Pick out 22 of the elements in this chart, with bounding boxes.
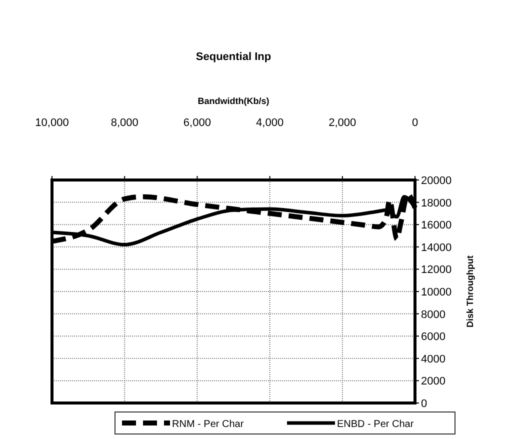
y-tick-label: 20000 <box>421 175 452 187</box>
y-tick-label: 6000 <box>421 331 446 344</box>
y-tick-label: 16000 <box>421 220 452 232</box>
y-tick-label: 2000 <box>421 376 446 388</box>
y-tick-label: 18000 <box>421 197 452 210</box>
x-tick-label: 8,000 <box>110 117 138 129</box>
y-tick-label: 10000 <box>421 286 452 298</box>
y-axis-title: Disk Throughput <box>465 256 475 328</box>
chart-title: Sequential Inp <box>196 51 272 63</box>
y-tick-label: 8000 <box>421 308 446 321</box>
x-tick-label: 2,000 <box>328 117 356 129</box>
y-tick-label: 14000 <box>421 242 452 254</box>
y-tick-label: 4000 <box>421 353 446 366</box>
x-tick-label: 4,000 <box>256 117 284 129</box>
legend-label: RNM - Per Char <box>172 419 244 430</box>
x-tick-label: 10,000 <box>35 117 69 129</box>
x-tick-label: 6,000 <box>183 117 211 129</box>
x-axis-title: Bandwidth(Kb/s) <box>198 96 270 106</box>
y-tick-label: 0 <box>421 398 428 410</box>
y-tick-label: 12000 <box>421 264 452 276</box>
x-tick-label: 0 <box>412 117 418 129</box>
legend-label: ENBD - Per Char <box>337 419 414 430</box>
